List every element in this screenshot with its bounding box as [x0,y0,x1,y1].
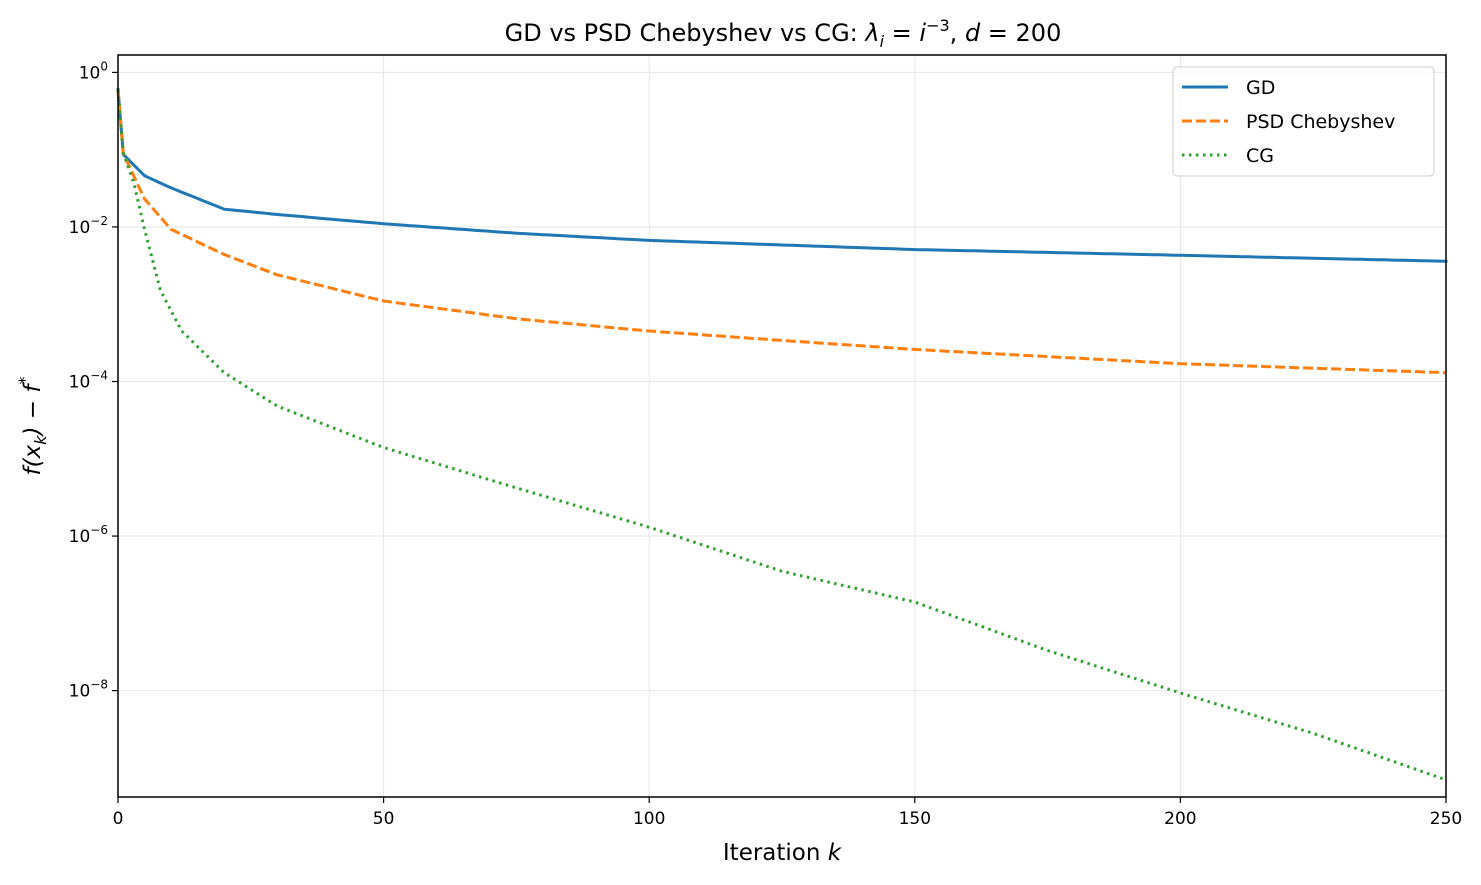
legend-label: PSD Chebyshev [1246,111,1395,133]
x-axis-label: Iteration k [723,840,843,866]
y-tick-label: 10−8 [69,678,108,702]
y-axis-label: f(xk) − f* [15,377,50,476]
legend-label: GD [1246,77,1275,99]
y-tick-label: 10−6 [69,523,108,547]
plot-frame [117,54,1447,798]
series-line-cg [116,89,1447,782]
legend-label: CG [1246,145,1274,167]
legend: GD PSD Chebyshev CG [1172,66,1435,177]
y-tick-label: 100 [79,59,108,83]
y-tick-label: 10−4 [69,369,108,393]
y-tick-label: 10−2 [69,214,108,238]
x-tick-label: 150 [899,809,931,829]
x-tick-label: 100 [633,809,665,829]
x-tick-label: 0 [113,809,124,829]
x-ticks: 0 50 100 150 200 250 [113,797,1462,829]
series-line-psd-chebyshev [116,89,1447,375]
x-tick-label: 200 [1164,809,1196,829]
x-tick-label: 50 [373,809,395,829]
x-tick-label: 250 [1430,809,1462,829]
y-ticks: 100 10−2 10−4 10−6 10−8 [69,59,118,702]
legend-frame [1172,66,1435,177]
series-line-gd [116,87,1448,263]
series-lines [116,87,1448,782]
chart-title: GD vs PSD Chebyshev vs CG: λi = i−3, d =… [505,16,1062,51]
